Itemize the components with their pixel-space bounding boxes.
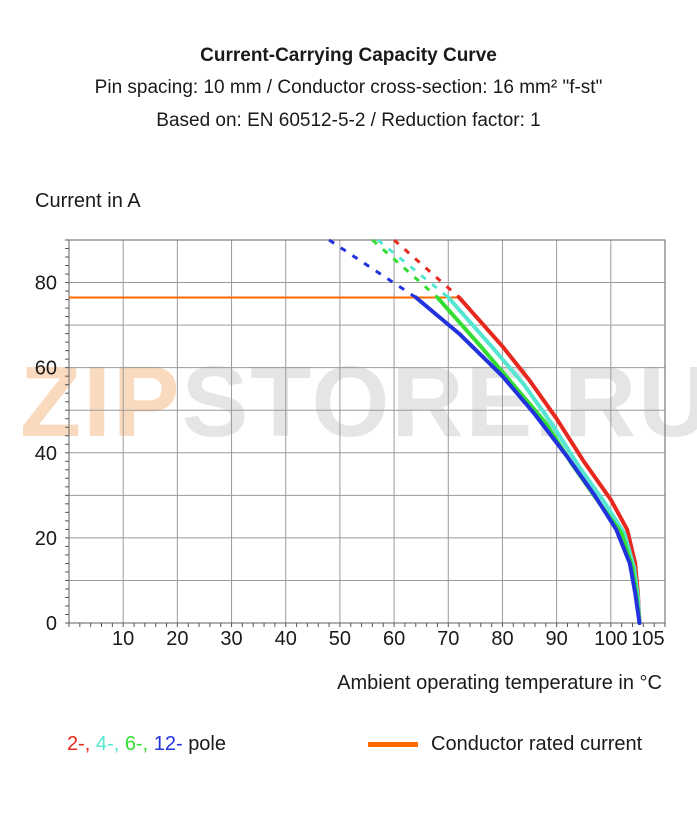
x-tick-label: 10 xyxy=(112,628,134,650)
chart-title: Current-Carrying Capacity Curve xyxy=(200,45,497,66)
x-tick-label: 90 xyxy=(546,628,568,650)
y-tick-label: 20 xyxy=(35,528,57,550)
x-axis-label: Ambient operating temperature in °C xyxy=(337,672,662,694)
y-axis-label: Current in A xyxy=(35,190,141,212)
watermark-part1: ZIP xyxy=(20,346,182,458)
legend-pole-2: 2-, xyxy=(67,733,91,755)
chart-subtitle-spacing: Pin spacing: 10 mm / Conductor cross-sec… xyxy=(94,77,603,98)
x-tick-label: 50 xyxy=(329,628,351,650)
series-12--line xyxy=(413,295,642,625)
x-tick-label: 20 xyxy=(166,628,188,650)
series-12--dashed xyxy=(328,238,417,299)
plot-frame xyxy=(68,239,666,624)
x-tick-label: 80 xyxy=(491,628,513,650)
y-tick-label: 40 xyxy=(35,443,57,465)
legend-poles: 2-, 4-, 6-, 12- pole xyxy=(67,733,226,756)
legend-rated: Conductor rated current xyxy=(368,733,642,756)
series-2--line xyxy=(457,295,642,625)
legend-rated-label: Conductor rated current xyxy=(431,733,643,755)
chart-subtitle-standard: Based on: EN 60512-5-2 / Reduction facto… xyxy=(156,110,541,131)
legend-pole-suffix: pole xyxy=(188,733,226,755)
series-6--line xyxy=(435,295,642,625)
y-tick-label: 80 xyxy=(35,273,57,295)
x-tick-label: 60 xyxy=(383,628,405,650)
series-6--dashed xyxy=(371,238,439,299)
x-tick-label: 30 xyxy=(220,628,242,650)
y-tick-label: 0 xyxy=(46,613,57,635)
series-2--dashed xyxy=(393,238,461,299)
legend-pole-4: 4-, xyxy=(95,733,120,755)
x-tick-label: 70 xyxy=(437,628,459,650)
series-4--dashed xyxy=(376,238,450,299)
legend-pole-12: 12- xyxy=(153,733,183,755)
x-tick-label: 100 xyxy=(594,628,627,650)
x-tick-label: 40 xyxy=(275,628,297,650)
y-tick-label: 60 xyxy=(35,358,57,380)
legend-rated-swatch xyxy=(368,742,418,747)
x-tick-label: 105 xyxy=(631,628,664,650)
legend-pole-6: 6-, xyxy=(124,733,149,755)
